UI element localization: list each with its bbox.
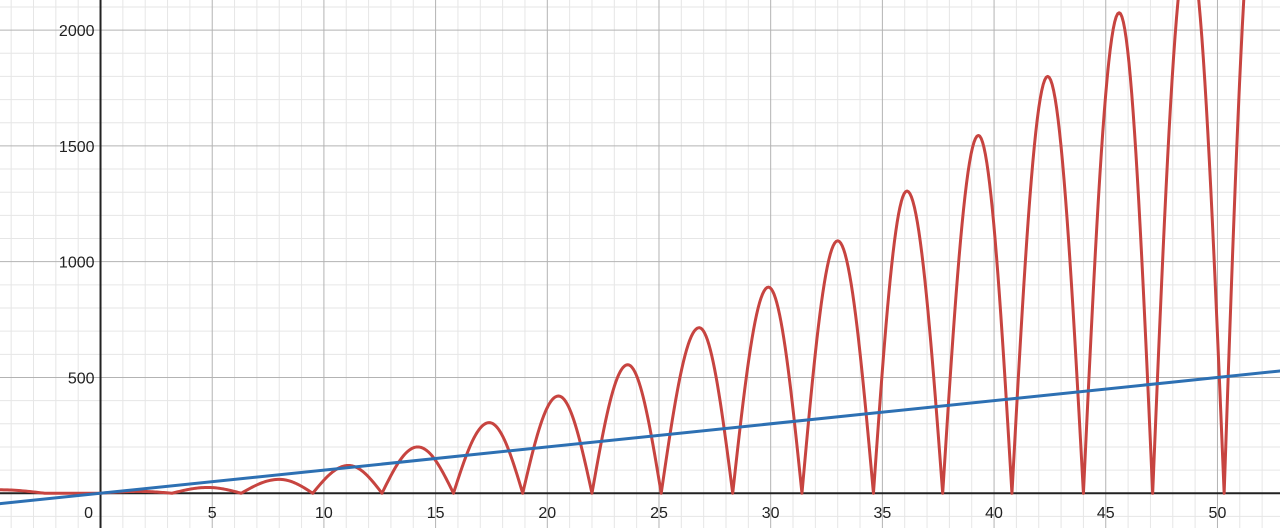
x-tick-label: 5 xyxy=(208,505,217,522)
y-tick-label: 1000 xyxy=(59,255,95,272)
series-line-1 xyxy=(0,0,1246,495)
x-tick-label: 10 xyxy=(315,505,333,522)
tick-labels: 0 5 10 15 20 25 30 35 40 45 50 500 1000 1500 2000 xyxy=(59,23,1227,522)
x-tick-label: 0 xyxy=(84,505,93,522)
x-tick-label: 45 xyxy=(1097,505,1115,522)
x-tick-label: 15 xyxy=(427,505,445,522)
x-tick-label: 30 xyxy=(762,505,780,522)
x-tick-label: 20 xyxy=(538,505,556,522)
series-line-2 xyxy=(0,369,1280,506)
x-tick-label: 35 xyxy=(873,505,891,522)
x-tick-label: 40 xyxy=(985,505,1003,522)
y-tick-label: 500 xyxy=(68,370,95,387)
x-tick-label: 25 xyxy=(650,505,668,522)
y-tick-label: 1500 xyxy=(59,139,95,156)
series-layer xyxy=(0,0,1280,506)
x-tick-label: 50 xyxy=(1209,505,1227,522)
y-tick-label: 2000 xyxy=(59,23,95,40)
